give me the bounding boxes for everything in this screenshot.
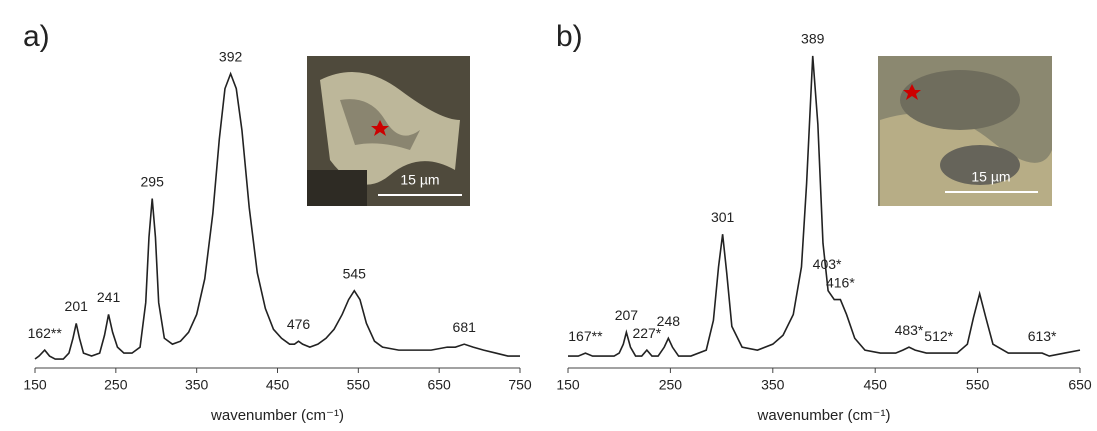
peak-label: 167**	[568, 328, 603, 344]
x-tick-label: 350	[761, 377, 785, 393]
peak-label: 613*	[1028, 328, 1057, 344]
x-tick-label: 250	[659, 377, 683, 393]
peak-label: 389	[801, 31, 825, 47]
x-tick-label: 350	[185, 377, 209, 393]
peak-label: 207	[615, 307, 639, 323]
x-tick-label: 650	[1068, 377, 1092, 393]
x-tick-label: 450	[266, 377, 290, 393]
x-tick-label: 550	[347, 377, 371, 393]
peak-label: 241	[97, 289, 121, 305]
panel-label: a)	[23, 20, 50, 53]
peak-label: 248	[657, 313, 681, 329]
scale-label: 15 µm	[971, 169, 1010, 185]
x-tick-label: 750	[508, 377, 532, 393]
peak-label: 201	[65, 298, 89, 314]
x-tick-label: 550	[966, 377, 990, 393]
peak-label: 476	[287, 316, 311, 332]
peak-label: 227*	[632, 325, 661, 341]
spectrum	[568, 55, 1081, 357]
panel-label: b)	[556, 20, 583, 53]
peak-label: 295	[141, 173, 165, 189]
x-tick-label: 650	[427, 377, 451, 393]
peak-label: 416*	[826, 274, 855, 290]
peak-label: 392	[219, 48, 243, 64]
spectrum	[34, 71, 520, 360]
peak-label: 681	[453, 319, 477, 335]
peak-label: 483*	[895, 322, 924, 338]
scale-label: 15 µm	[400, 172, 439, 188]
peak-label: 512*	[924, 328, 953, 344]
peak-label: 545	[343, 265, 367, 281]
x-axis-label: wavenumber (cm⁻¹)	[757, 407, 891, 424]
x-tick-label: 150	[23, 377, 47, 393]
inset-image-a: 15 µm	[307, 56, 470, 206]
peak-label: 162**	[28, 325, 63, 341]
x-tick-label: 150	[556, 377, 580, 393]
inset-image-b: 15 µm	[878, 56, 1052, 206]
peak-label: 301	[711, 209, 735, 225]
x-tick-label: 450	[864, 377, 888, 393]
x-axis-label: wavenumber (cm⁻¹)	[210, 407, 344, 424]
x-tick-label: 250	[104, 377, 128, 393]
peak-label: 403*	[813, 256, 842, 272]
